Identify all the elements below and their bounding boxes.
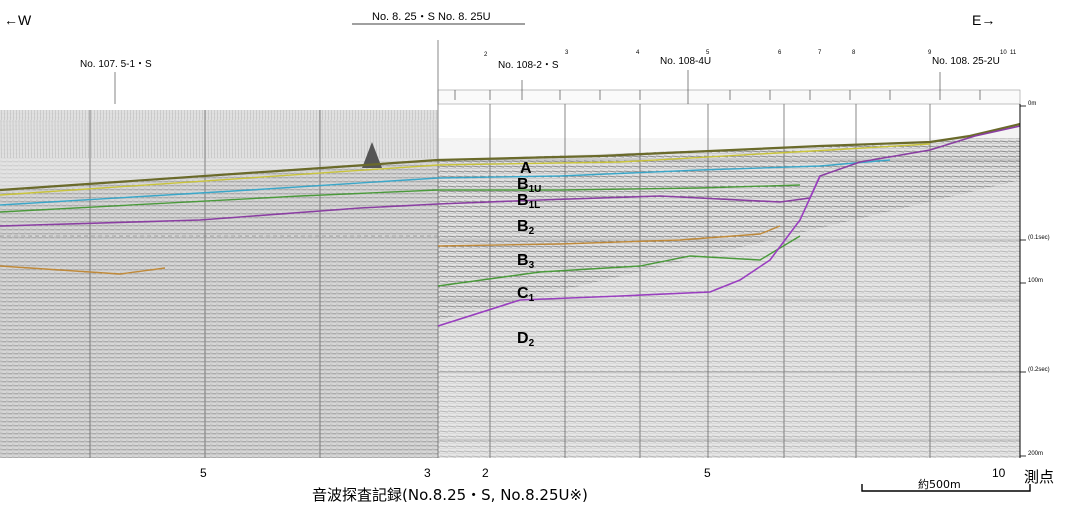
scale-bar-label: 約500m (918, 478, 961, 491)
ruler-number: 5 (706, 50, 710, 56)
depth-label: (0.1sec) (1028, 235, 1050, 241)
measurement-point-label: 測点 (1024, 468, 1055, 486)
layer-label-B1L: B1L (517, 192, 541, 211)
depth-label: 100m (1028, 278, 1044, 284)
ruler-number: 4 (636, 50, 640, 56)
depth-label: (0.2sec) (1028, 367, 1050, 373)
right-line-label-1: No. 108-2・S (498, 60, 559, 71)
measurement-point-tick: 10 (992, 466, 1006, 480)
layer-label-C1: C1 (517, 285, 535, 304)
west-direction-label: ←W (4, 12, 32, 28)
ruler-number: 11 (1010, 50, 1017, 56)
layer-label-B2: B2 (517, 218, 535, 237)
ruler-number: 8 (852, 50, 856, 56)
ruler-number: 10 (1000, 50, 1007, 56)
main-line-label: No. 8. 25・S No. 8. 25U (372, 11, 491, 23)
layer-label-D2: D2 (517, 330, 535, 349)
right-line-label-3: No. 108. 25-2U (932, 56, 1000, 67)
ruler-number: 3 (565, 50, 569, 56)
layer-label-B1U: B1U (517, 176, 542, 195)
east-direction-label: E→ (972, 12, 996, 28)
depth-label: 200m (1028, 451, 1044, 457)
measurement-point-tick: 3 (424, 466, 431, 480)
ruler-number: 7 (818, 50, 822, 56)
layer-label-B3: B3 (517, 252, 535, 271)
right-line-label-2: No. 108-4U (660, 56, 712, 67)
layer-label-A: A (520, 160, 532, 177)
measurement-point-tick: 5 (200, 466, 207, 480)
ruler-number: 2 (484, 52, 488, 58)
left-line-label: No. 107. 5-1・S (80, 59, 152, 70)
measurement-point-tick: 2 (482, 466, 489, 480)
measurement-point-tick: 5 (704, 466, 711, 480)
figure-caption: 音波探査記録(No.8.25・S, No.8.25U※) (312, 486, 588, 504)
ruler-number: 9 (928, 50, 932, 56)
ruler-number: 6 (778, 50, 782, 56)
depth-label: 0m (1028, 101, 1037, 107)
